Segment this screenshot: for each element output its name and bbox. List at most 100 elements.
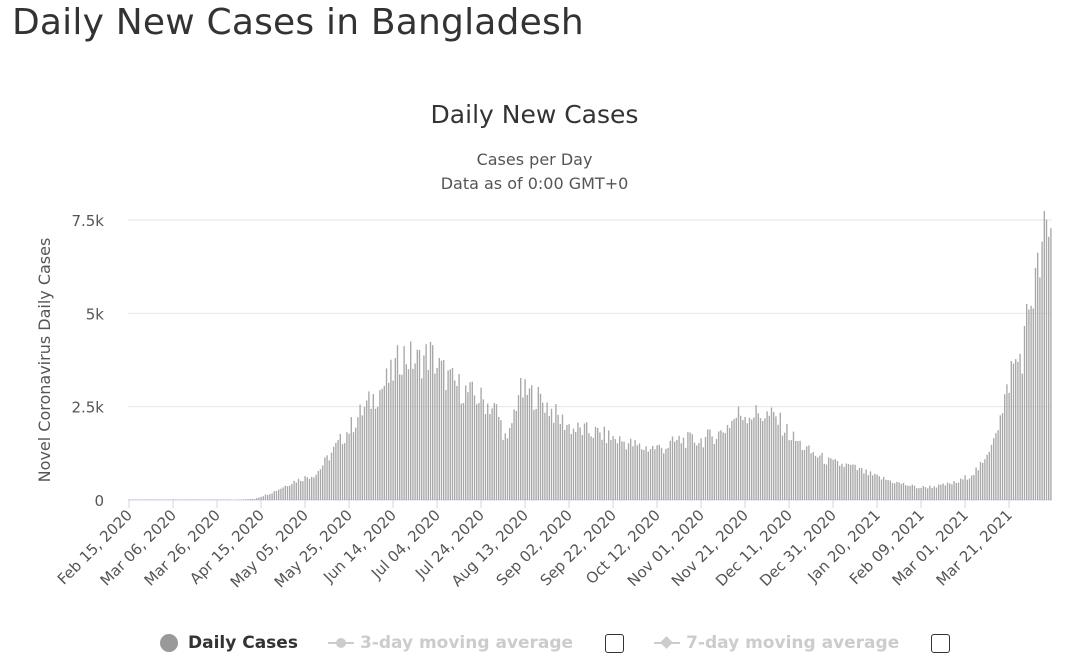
bar[interactable] [432,345,434,500]
bar[interactable] [275,490,278,500]
bar[interactable] [856,470,858,500]
bar[interactable] [456,385,458,500]
bar[interactable] [454,380,456,500]
bar[interactable] [973,474,975,500]
bar[interactable] [854,464,856,500]
bar[interactable] [159,499,161,500]
bar[interactable] [575,431,577,500]
bar[interactable] [654,449,656,500]
bar[interactable] [412,368,414,500]
bar[interactable] [385,368,388,500]
bar[interactable] [713,444,715,500]
bar[interactable] [977,470,979,500]
bar[interactable] [905,485,907,500]
bar[interactable] [341,444,344,500]
bar[interactable] [291,483,293,500]
bar[interactable] [907,485,909,500]
bar[interactable] [458,374,460,500]
bar[interactable] [828,457,830,500]
bar[interactable] [929,485,931,500]
bar[interactable] [139,499,141,500]
bar[interactable] [663,453,665,500]
bar[interactable] [918,488,920,500]
bar[interactable] [638,443,641,500]
bar[interactable] [1030,305,1032,500]
bar[interactable] [280,488,282,500]
bar[interactable] [304,476,306,500]
bar[interactable] [135,499,137,500]
bar[interactable] [852,464,854,500]
bar[interactable] [137,499,139,500]
bar[interactable] [832,459,834,500]
bar[interactable] [467,392,469,500]
bar[interactable] [790,440,792,500]
bar[interactable] [711,436,713,500]
bar[interactable] [297,478,300,500]
bar[interactable] [735,417,737,500]
bar[interactable] [150,499,152,500]
bar[interactable] [594,426,597,500]
bar[interactable] [168,499,170,500]
bar[interactable] [181,499,183,500]
bar[interactable] [218,499,220,500]
bar[interactable] [700,438,702,500]
bar[interactable] [867,475,869,500]
bar[interactable] [878,476,880,500]
bar[interactable] [605,443,608,500]
bar[interactable] [583,423,586,500]
bar[interactable] [687,432,689,500]
legend-item-daily-cases[interactable]: Daily Cases [160,633,298,653]
bar[interactable] [447,370,449,500]
bar[interactable] [438,357,440,500]
bar[interactable] [484,413,487,500]
bar[interactable] [997,430,999,500]
bar[interactable] [289,485,291,500]
bar[interactable] [676,439,678,500]
bar[interactable] [792,431,795,500]
bar[interactable] [262,496,264,500]
bar[interactable] [315,474,317,500]
bar[interactable] [931,487,933,500]
bar[interactable] [995,433,997,500]
bar[interactable] [748,417,751,500]
bar[interactable] [726,425,729,500]
bar[interactable] [535,409,537,500]
bar[interactable] [773,412,775,500]
bar[interactable] [308,478,311,500]
bar[interactable] [619,436,621,500]
bar[interactable] [988,451,990,500]
bar[interactable] [707,429,709,500]
bar[interactable] [242,499,245,500]
bar[interactable] [462,403,465,500]
bar[interactable] [592,437,594,500]
bar[interactable] [625,449,627,500]
bar[interactable] [247,499,249,500]
bar[interactable] [480,387,482,500]
bar[interactable] [513,409,515,500]
bar[interactable] [671,436,674,500]
bar[interactable] [370,408,372,500]
bar[interactable] [174,499,176,500]
bar[interactable] [740,415,742,500]
bar[interactable] [396,345,399,500]
bar[interactable] [390,359,392,500]
bar[interactable] [1001,413,1004,500]
bar[interactable] [350,417,352,500]
bar[interactable] [861,468,863,500]
bar[interactable] [359,404,361,500]
bar[interactable] [559,423,561,500]
bar[interactable] [808,445,810,500]
bar[interactable] [975,467,977,500]
bar[interactable] [220,499,223,500]
bar[interactable] [812,452,814,500]
bar[interactable] [421,378,423,500]
bar[interactable] [319,469,322,500]
bar[interactable] [154,499,157,500]
bar[interactable] [368,391,370,500]
bar[interactable] [949,483,951,500]
bar[interactable] [845,463,847,500]
bar[interactable] [601,439,603,500]
bar[interactable] [361,415,363,500]
bar[interactable] [352,432,355,500]
bar[interactable] [286,486,289,500]
